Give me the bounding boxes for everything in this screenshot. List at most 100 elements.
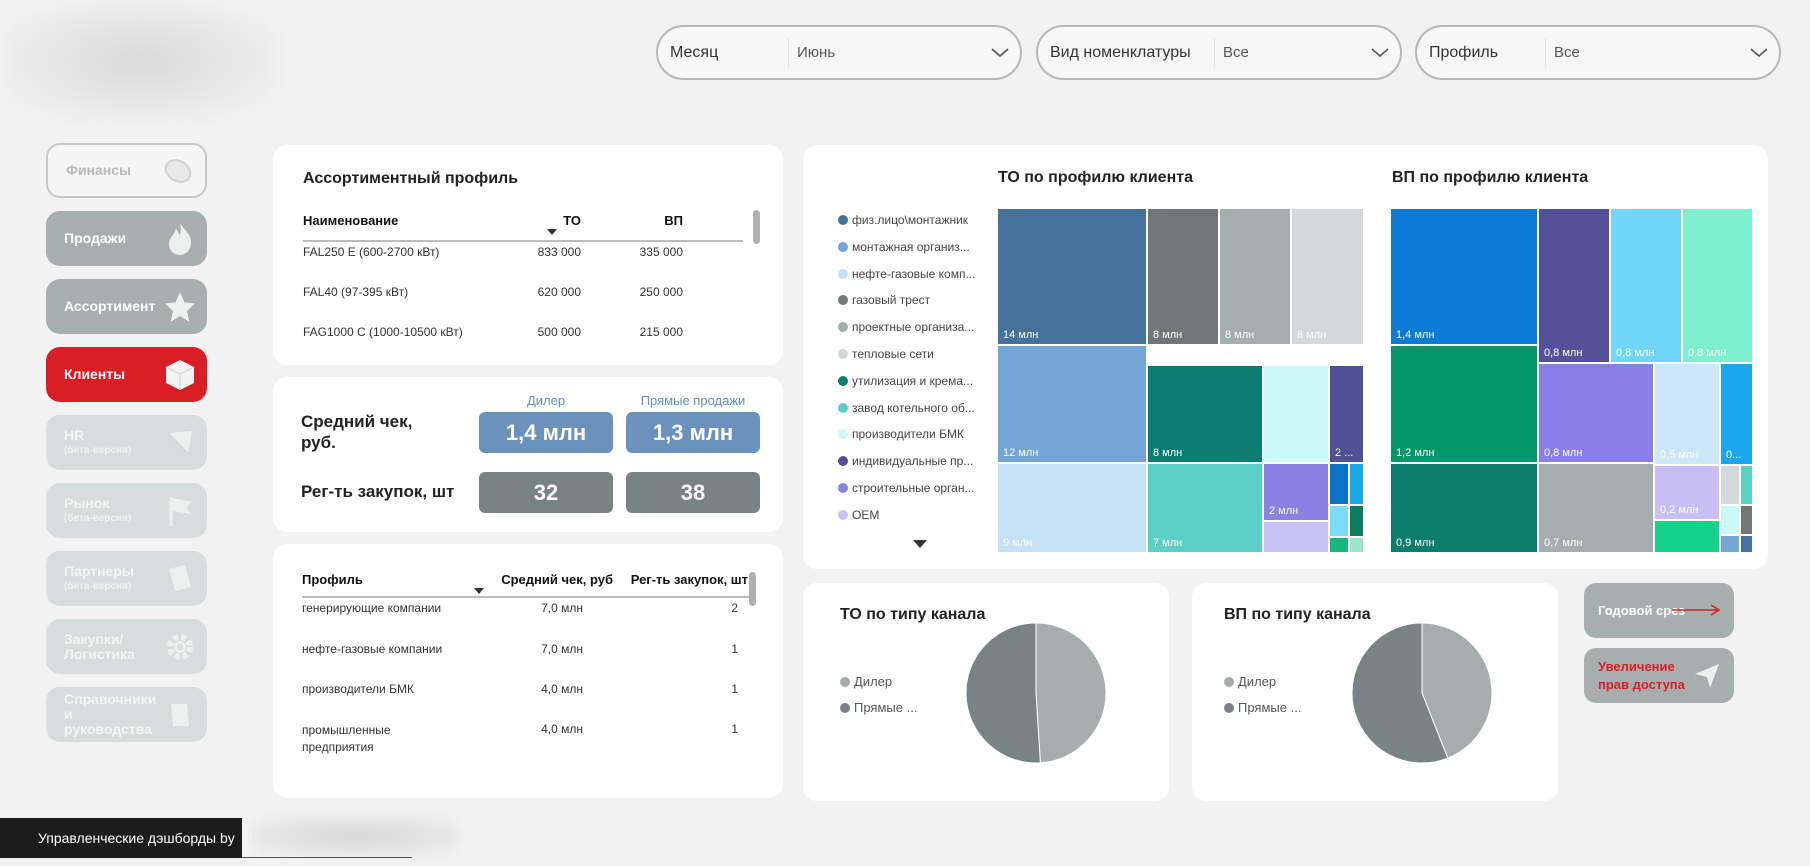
pie-legend-label: Прямые ... [1238, 700, 1302, 715]
table-cell-name: FAL40 (97-395 кВт) [303, 285, 409, 299]
nav-references[interactable]: Справочники и руководства [46, 687, 207, 742]
legend-item[interactable]: проектные организа... [838, 320, 974, 334]
legend-item[interactable]: монтажная организ... [838, 240, 970, 254]
treemap-to-cell[interactable]: 8 млн [1219, 208, 1291, 345]
nomenclature-filter[interactable]: Вид номенклатуры Все [1036, 25, 1402, 80]
treemap-to-cell[interactable]: 8 млн [1291, 208, 1364, 345]
profile-table-card: Профиль Средний чек, руб Рег-ть закупок,… [273, 544, 783, 798]
table-cell-vp: 250 000 [639, 285, 683, 299]
pie-slice-dealer[interactable] [1421, 622, 1493, 759]
legend-label: проектные организа... [852, 320, 975, 335]
legend-item[interactable]: газовый трест [838, 293, 930, 307]
treemap-to-cell[interactable] [1263, 521, 1329, 553]
treemap-to-cell[interactable]: 8 млн [1147, 365, 1263, 463]
col-header-vp[interactable]: ВП [664, 213, 683, 228]
treemap-vp-cell[interactable]: 0,5 млн [1654, 363, 1720, 465]
treemap-to-cell[interactable]: 9 млн [997, 463, 1147, 553]
pie-legend-item[interactable]: Прямые ... [1224, 700, 1301, 715]
scrollbar-thumb[interactable] [753, 210, 760, 244]
treemap-vp-cell[interactable]: 0,9 млн [1390, 463, 1538, 553]
treemap-to-cell[interactable]: 8 млн [1147, 208, 1219, 345]
nav-procurement[interactable]: Закупки/Логистика [46, 619, 207, 674]
legend-item[interactable]: нефте-газовые комп... [838, 267, 975, 281]
access-request-button[interactable]: Увеличение прав доступа [1584, 648, 1734, 703]
pie-legend-item[interactable]: Дилер [840, 674, 892, 689]
legend-item[interactable]: тепловые сети [838, 347, 934, 361]
treemap-vp-cell[interactable]: 0,8 млн [1682, 208, 1753, 363]
pie-slice-dealer[interactable] [1035, 622, 1107, 764]
legend-item[interactable]: завод котельного об... [838, 401, 975, 415]
treemap-vp-cell[interactable] [1740, 535, 1753, 553]
legend-scroll-down-icon[interactable] [913, 540, 927, 548]
treemap-to-cell[interactable]: 2 ... [1329, 365, 1364, 463]
profile-filter[interactable]: Профиль Все [1415, 25, 1781, 80]
treemap-to-cell[interactable] [1349, 463, 1364, 505]
treemap-to-cell[interactable]: 7 млн [1147, 463, 1263, 553]
treemap-to-cell[interactable] [1329, 505, 1349, 537]
treemap-vp-cell[interactable] [1720, 505, 1740, 535]
treemap-cell-label: 2 ... [1335, 447, 1354, 459]
legend-dot [838, 349, 848, 359]
treemap-vp-cell[interactable]: 1,4 млн [1390, 208, 1538, 345]
treemap-vp-cell[interactable]: 1,2 млн [1390, 345, 1538, 463]
legend-item[interactable]: производители БМК [838, 427, 964, 441]
treemap-cell-label: 0,5 млн [1660, 449, 1699, 461]
chevron-down-icon[interactable] [980, 47, 1020, 58]
annual-slice-label: Годовой срез [1598, 603, 1685, 618]
treemap-to-cell[interactable]: 12 млн [997, 345, 1147, 463]
legend-item[interactable]: OEM [838, 508, 879, 522]
nav-partners[interactable]: Партнеры (бета-версия) [46, 551, 207, 606]
sort-desc-icon[interactable] [547, 229, 557, 235]
treemap-vp-cell[interactable]: 0,8 млн [1538, 363, 1654, 463]
treemap-vp-cell[interactable]: 0,8 млн [1538, 208, 1610, 363]
treemap-to-cell[interactable] [1329, 463, 1349, 505]
scrollbar-thumb[interactable] [749, 572, 756, 606]
col-header-to[interactable]: ТО [563, 213, 581, 228]
nav-hr[interactable]: HR (бета-версия) [46, 415, 207, 470]
pie-slice-direct[interactable] [1351, 622, 1449, 764]
legend-item[interactable]: утилизация и крема... [838, 374, 973, 388]
sort-desc-icon[interactable] [474, 588, 484, 594]
chevron-down-icon[interactable] [1739, 47, 1779, 58]
col-header-name[interactable]: Наименование [303, 213, 399, 228]
nav-assortment[interactable]: Ассортимент [46, 279, 207, 334]
legend-item[interactable]: индивидуальные пр... [838, 454, 973, 468]
legend-item[interactable]: строительные орган... [838, 481, 974, 495]
chevron-down-icon[interactable] [1360, 47, 1400, 58]
pie-slice-direct[interactable] [965, 622, 1041, 764]
treemap-to-cell[interactable]: 14 млн [997, 208, 1147, 345]
treemap-vp-cell[interactable] [1740, 465, 1753, 505]
nav-clients[interactable]: Клиенты [46, 347, 207, 402]
treemap-vp-cell[interactable] [1740, 505, 1753, 535]
treemap-to-cell[interactable]: 2 млн [1263, 463, 1329, 521]
nav-finance-label: Финансы [66, 162, 131, 178]
nav-sales[interactable]: Продажи [46, 211, 207, 266]
pie-legend-item[interactable]: Дилер [1224, 674, 1276, 689]
treemap-vp-cell[interactable]: 0... [1720, 363, 1753, 465]
treemap-vp-cell[interactable]: 0,2 млн [1654, 465, 1720, 520]
col-header-avg-check[interactable]: Средний чек, руб [501, 572, 613, 587]
treemap-to-cell[interactable] [1349, 505, 1364, 537]
treemap-to-cell[interactable] [1329, 537, 1349, 553]
arrow-right-icon [1672, 603, 1722, 620]
treemap-to-cell[interactable] [1349, 537, 1364, 553]
month-filter[interactable]: Месяц Июнь [656, 25, 1022, 80]
nav-references-sub: и руководства [64, 706, 152, 737]
channel-to-pie[interactable] [964, 621, 1108, 765]
treemap-vp-cell[interactable] [1654, 520, 1720, 553]
legend-item[interactable]: физ.лицо\монтажник [838, 213, 968, 227]
pie-legend-item[interactable]: Прямые ... [840, 700, 917, 715]
col-header-purchases[interactable]: Рег-ть закупок, шт [630, 572, 748, 587]
col-header-profile[interactable]: Профиль [302, 572, 363, 587]
treemap-to-cell[interactable] [1263, 365, 1329, 463]
channel-vp-pie[interactable] [1350, 621, 1494, 765]
treemap-vp-cell[interactable]: 0,7 млн [1538, 463, 1654, 553]
pie-legend-label: Дилер [854, 674, 893, 689]
treemap-vp-cell[interactable] [1720, 465, 1740, 505]
nav-finance[interactable]: Финансы [46, 143, 207, 198]
treemap-cell-label: 1,4 млн [1396, 329, 1435, 341]
annual-slice-button[interactable]: Годовой срез [1584, 583, 1734, 638]
nav-market[interactable]: Рынок (бета-версия) [46, 483, 207, 538]
treemap-vp-cell[interactable]: 0,8 млн [1610, 208, 1682, 363]
treemap-vp-cell[interactable] [1720, 535, 1740, 553]
